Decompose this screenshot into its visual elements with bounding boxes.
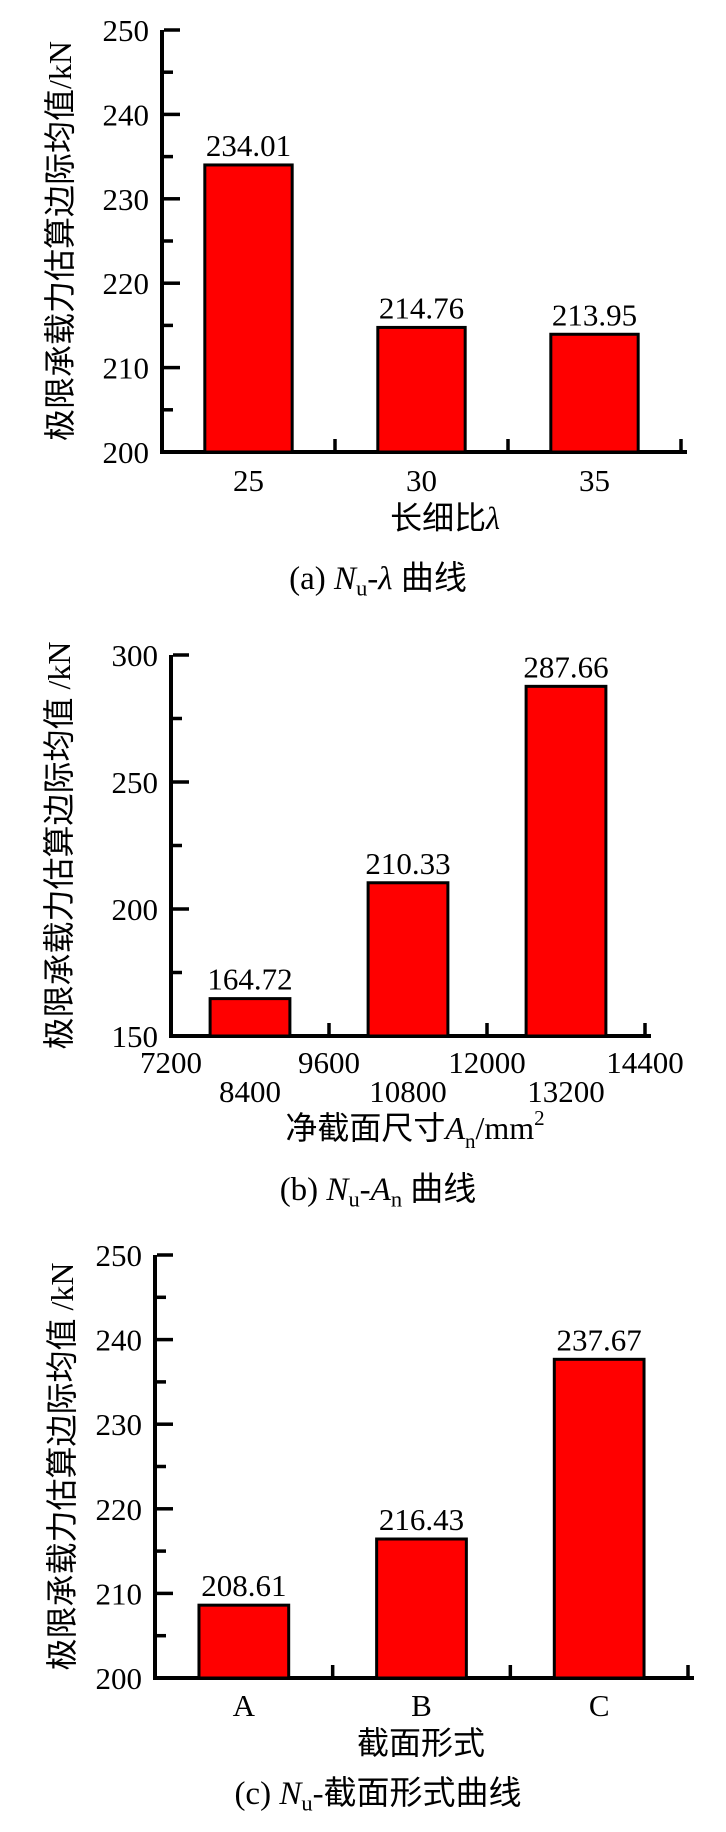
bar-35 bbox=[549, 332, 640, 454]
y-tick-label: 250 bbox=[103, 13, 150, 48]
x-axis-label-segment: 长细比 bbox=[390, 500, 486, 536]
bar-value-label: 208.61 bbox=[201, 1568, 286, 1603]
y-tick-label: 200 bbox=[96, 1661, 143, 1696]
caption-segment: N bbox=[326, 1172, 349, 1208]
x-axis-label-segment: 净截面尺寸 bbox=[285, 1110, 445, 1146]
x-axis-label: 截面形式 bbox=[357, 1725, 485, 1761]
x-tick-label: 13200 bbox=[527, 1074, 605, 1109]
x-axis-label-segment: 2 bbox=[534, 1106, 545, 1130]
y-tick-label: 220 bbox=[96, 1492, 143, 1527]
x-tick-label: 12000 bbox=[448, 1045, 526, 1080]
bar-C bbox=[552, 1357, 646, 1680]
x-axis-label-segment: λ bbox=[485, 500, 500, 536]
panel-caption-c: (c) Nu-截面形式曲线 bbox=[30, 1770, 726, 1822]
axes-lines bbox=[160, 30, 687, 454]
x-tick-label: B bbox=[411, 1688, 432, 1723]
x-axis-label-segment: 截面形式 bbox=[357, 1725, 485, 1761]
bar-chart-panel-b: 150 200 250 300 164.72 210.33 287.66 7200 8400 96… bbox=[41, 638, 684, 1153]
x-tick-label: C bbox=[589, 1688, 610, 1723]
y-tick-label: 240 bbox=[96, 1323, 143, 1358]
bar-value-label: 216.43 bbox=[379, 1502, 464, 1537]
x-tick-label: 35 bbox=[579, 463, 610, 498]
bar-value-label: 164.72 bbox=[207, 962, 292, 997]
y-tick-label: 210 bbox=[103, 351, 150, 386]
caption-segment: N bbox=[334, 561, 357, 597]
caption-segment: - bbox=[359, 1172, 371, 1208]
bar-10800 bbox=[366, 881, 450, 1038]
caption-segment: (b) bbox=[279, 1172, 327, 1208]
x-tick-label: 7200 bbox=[140, 1045, 202, 1080]
caption-segment: A bbox=[370, 1172, 391, 1208]
caption-segment: N bbox=[279, 1776, 302, 1812]
bar-chart-panel-c: 200 210 220 230 240 250 208.61 216.43 237.67 A B C 截… bbox=[44, 1238, 694, 1761]
caption-segment: (a) bbox=[289, 561, 335, 597]
y-tick-label: 150 bbox=[112, 1019, 159, 1054]
x-tick-label: A bbox=[233, 1688, 256, 1723]
y-tick-label: 200 bbox=[112, 892, 159, 927]
axes-lines bbox=[153, 1255, 694, 1680]
panel-caption-a: (a) Nu-λ 曲线 bbox=[30, 555, 726, 603]
x-axis-label-segment: n bbox=[465, 1129, 476, 1153]
bar-value-label: 214.76 bbox=[379, 290, 464, 325]
y-tick-label: 240 bbox=[103, 97, 150, 132]
x-tick-label: 30 bbox=[406, 463, 437, 498]
caption-segment: λ bbox=[378, 561, 393, 597]
bar-25 bbox=[203, 163, 294, 454]
x-tick-label: 10800 bbox=[369, 1074, 447, 1109]
caption-segment: -截面形式曲线 bbox=[312, 1776, 522, 1812]
x-tick-label: 8400 bbox=[219, 1074, 281, 1109]
x-axis-label: 净截面尺寸An/mm2 bbox=[285, 1106, 544, 1153]
caption-segment: u bbox=[301, 1790, 313, 1816]
bar-value-label: 287.66 bbox=[523, 649, 608, 684]
y-axis-label: 极限承载力估算边际均值 /kN bbox=[44, 1262, 80, 1670]
bar-value-label: 210.33 bbox=[365, 846, 450, 881]
bar-value-label: 234.01 bbox=[206, 128, 291, 163]
x-tick-label: 9600 bbox=[298, 1045, 360, 1080]
x-tick-label: 25 bbox=[233, 463, 264, 498]
axes-lines bbox=[169, 655, 651, 1038]
bar-value-label: 213.95 bbox=[552, 297, 637, 332]
caption-segment: n bbox=[390, 1186, 403, 1212]
panel-caption-b: (b) Nu-An 曲线 bbox=[30, 1166, 726, 1214]
y-tick-label: 220 bbox=[103, 266, 150, 301]
caption-segment: (c) bbox=[234, 1776, 280, 1812]
y-tick-label: 250 bbox=[112, 765, 159, 800]
caption-segment: u bbox=[348, 1186, 360, 1212]
bar-value-label: 237.67 bbox=[557, 1322, 642, 1357]
caption-segment: 曲线 bbox=[392, 561, 467, 597]
y-axis-label: 极限承载力估算边际均值/kN bbox=[42, 41, 78, 441]
y-tick-label: 230 bbox=[96, 1407, 143, 1442]
x-axis-label-segment: A bbox=[443, 1110, 465, 1146]
bar-30 bbox=[376, 325, 467, 454]
x-axis-label: 长细比λ bbox=[390, 500, 500, 536]
y-tick-label: 230 bbox=[103, 182, 150, 217]
bar-A bbox=[197, 1603, 291, 1680]
y-tick-label: 210 bbox=[96, 1576, 143, 1611]
y-tick-label: 200 bbox=[103, 435, 150, 470]
caption-segment: u bbox=[356, 575, 368, 601]
y-axis-label: 极限承载力估算边际均值 /kN bbox=[41, 641, 77, 1049]
caption-segment: 曲线 bbox=[402, 1172, 477, 1208]
bar-chart-panel-a: 200 210 220 230 240 250 234.01 214.76 213.95 25 30… bbox=[42, 13, 687, 536]
bar-B bbox=[375, 1537, 468, 1680]
y-tick-label: 300 bbox=[112, 638, 159, 673]
bar-13200 bbox=[524, 684, 608, 1038]
x-axis-label-segment: /mm bbox=[475, 1110, 534, 1146]
bar-8400 bbox=[208, 997, 292, 1038]
caption-segment: - bbox=[367, 561, 379, 597]
y-tick-label: 250 bbox=[96, 1238, 143, 1273]
x-tick-label: 14400 bbox=[606, 1045, 684, 1080]
